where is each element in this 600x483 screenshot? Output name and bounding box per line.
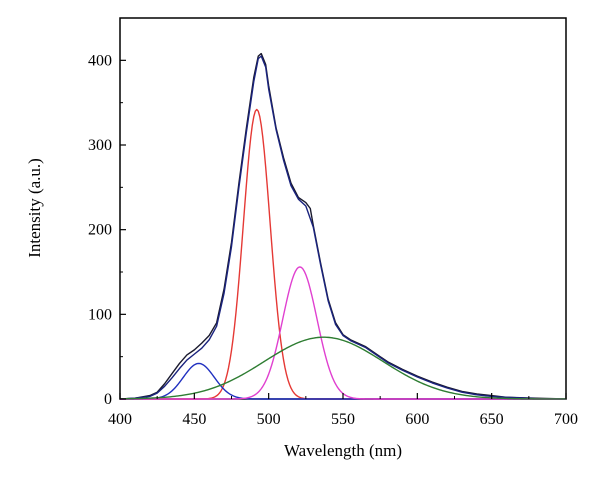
series-line-4 bbox=[120, 266, 566, 400]
x-tick-label: 400 bbox=[108, 411, 132, 428]
x-tick-label: 550 bbox=[331, 411, 355, 428]
x-tick-label: 500 bbox=[257, 411, 281, 428]
x-tick-label: 450 bbox=[182, 411, 206, 428]
series-line-5 bbox=[119, 336, 566, 400]
y-tick-label: 300 bbox=[88, 137, 112, 154]
y-tick-label: 200 bbox=[88, 222, 112, 239]
x-tick-label: 700 bbox=[554, 411, 578, 428]
x-tick-label: 650 bbox=[480, 411, 504, 428]
y-axis-ticks: 0 100 200 300 400 bbox=[88, 52, 126, 408]
x-axis-label: Wavelength (nm) bbox=[284, 441, 402, 460]
plot-frame bbox=[119, 17, 567, 400]
y-tick-label: 400 bbox=[88, 52, 112, 69]
y-tick-label: 0 bbox=[104, 391, 112, 408]
x-tick-label: 600 bbox=[405, 411, 429, 428]
y-tick-label: 100 bbox=[88, 306, 112, 323]
x-axis-ticks: 400 450 500 550 600 650 700 bbox=[108, 393, 578, 428]
series-line-0 bbox=[119, 52, 567, 400]
series-line-1 bbox=[119, 55, 567, 400]
curves bbox=[119, 52, 567, 400]
y-axis-label: Intensity (a.u.) bbox=[25, 158, 44, 258]
